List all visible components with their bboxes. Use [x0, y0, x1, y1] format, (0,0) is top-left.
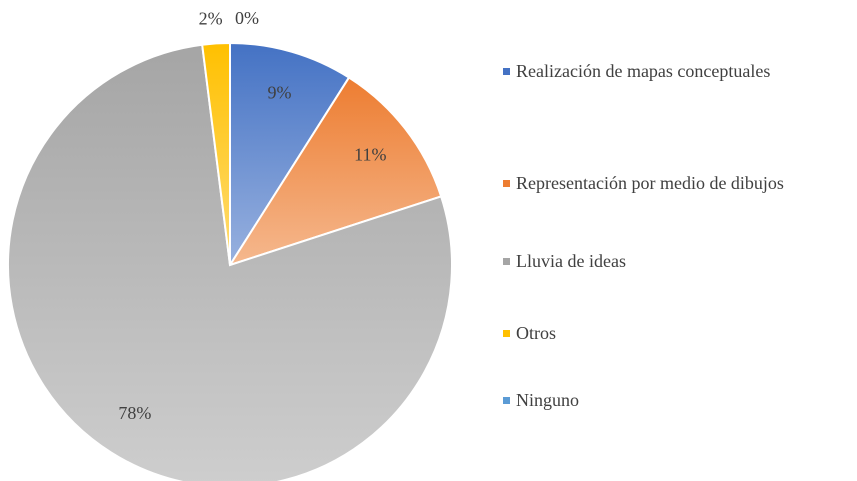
legend-swatch — [503, 258, 510, 265]
pie-slice — [7, 43, 453, 481]
data-label: 9% — [268, 83, 292, 103]
data-label: 78% — [118, 403, 151, 423]
legend-entry: Ninguno — [503, 389, 853, 411]
legend-label: Lluvia de ideas — [516, 251, 626, 271]
data-label: 2% — [199, 9, 223, 29]
pie-slice — [229, 41, 351, 269]
legend-entry: Otros — [503, 322, 853, 344]
legend-entry: Representación por medio de dibujos — [503, 172, 803, 194]
legend-label: Representación por medio de dibujos — [516, 173, 784, 193]
legend-swatch — [503, 330, 510, 337]
data-label: 0% — [235, 8, 259, 28]
legend-label: Ninguno — [516, 390, 579, 410]
legend-label: Realización de mapas conceptuales — [516, 61, 771, 81]
data-label: 11% — [354, 144, 386, 164]
legend-swatch — [503, 180, 510, 187]
legend-entry: Realización de mapas conceptuales — [503, 60, 853, 82]
legend-swatch — [503, 68, 510, 75]
legend-entry: Lluvia de ideas — [503, 250, 853, 272]
legend-swatch — [503, 397, 510, 404]
legend-label: Otros — [516, 323, 556, 343]
pie-slice — [227, 76, 443, 267]
